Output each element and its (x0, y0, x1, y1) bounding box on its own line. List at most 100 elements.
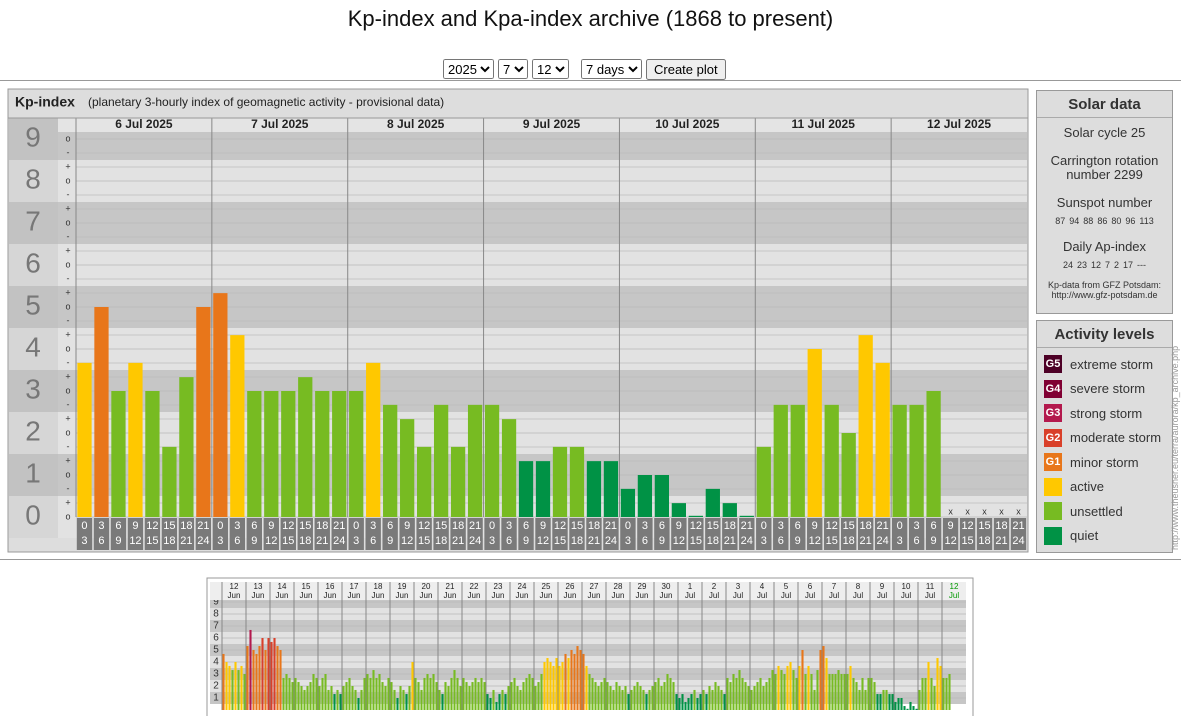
bar (285, 674, 288, 710)
bar (564, 653, 567, 710)
slot-label: 18 (435, 535, 447, 547)
kp-suffix: - (67, 231, 70, 241)
slot-box (297, 518, 313, 550)
slot-label: 12 (554, 520, 566, 532)
bar (714, 682, 717, 710)
bar (637, 475, 653, 517)
slot-label: 15 (961, 535, 973, 547)
level-swatch (1044, 526, 1062, 545)
slot-label: 0 (489, 520, 495, 532)
day-label: 3 (736, 582, 741, 591)
bar (795, 677, 798, 710)
bar (230, 335, 245, 517)
slot-label: 3 (625, 535, 631, 547)
bar (339, 694, 342, 710)
slot-label: 18 (843, 535, 855, 547)
sunspot-title: Sunspot number (1056, 195, 1153, 210)
level-row: G3 strong storm (1037, 401, 1172, 426)
bar (666, 674, 669, 710)
slot-box (280, 518, 296, 550)
bar (249, 629, 252, 710)
bar (567, 658, 570, 710)
bar (894, 701, 897, 710)
kp-suffix: - (67, 483, 70, 493)
bar (609, 686, 612, 710)
bar (807, 665, 810, 710)
bar (927, 662, 930, 710)
bar (417, 446, 432, 517)
axis-band (9, 118, 58, 160)
slot-box (824, 518, 840, 550)
missing-label: x (982, 506, 987, 516)
bar (688, 515, 703, 517)
bar (783, 674, 786, 710)
bar (702, 689, 705, 710)
slot-label: 9 (404, 520, 410, 532)
axis-band (9, 370, 58, 412)
bar (441, 694, 444, 710)
bar (723, 694, 726, 710)
bar (828, 674, 831, 710)
kp-suffix: o (65, 511, 70, 521)
slot-label: 21 (724, 535, 736, 547)
slot-box (942, 518, 959, 550)
y-tick-label: 0 (25, 499, 41, 530)
day-select[interactable]: 12 (532, 59, 569, 79)
bar (921, 677, 924, 710)
bar (708, 686, 711, 710)
year-select[interactable]: 2025 (443, 59, 494, 79)
day-label: Jun (516, 591, 529, 600)
bar (465, 682, 468, 710)
slot-label: 24 (741, 535, 753, 547)
bar (450, 677, 453, 710)
month-select[interactable]: 7 (498, 59, 528, 79)
kp-suffix: - (67, 357, 70, 367)
bar (471, 682, 474, 710)
bar (405, 694, 408, 710)
bar (834, 674, 837, 710)
bar (909, 404, 924, 517)
level-row: unsettled (1037, 499, 1172, 524)
bar (318, 686, 321, 710)
bar (675, 694, 678, 710)
day-label: Jun (492, 591, 505, 600)
missing-label: x (1016, 506, 1021, 516)
day-header (210, 582, 966, 600)
bar (243, 674, 246, 710)
slot-label: 18 (978, 535, 990, 547)
bar (484, 404, 500, 517)
slot-box (195, 518, 212, 550)
bar (94, 307, 109, 517)
kp-suffix: o (65, 301, 70, 311)
bar (435, 682, 438, 710)
chart-subtitle: (planetary 3-hourly index of geomagnetic… (88, 95, 444, 109)
bar (882, 689, 885, 710)
bar (606, 682, 609, 710)
bar (717, 686, 720, 710)
level-row: G2 moderate storm (1037, 426, 1172, 451)
bar (597, 686, 600, 710)
bar (843, 674, 846, 710)
bar (348, 677, 351, 710)
bar (258, 646, 261, 710)
bar (264, 391, 279, 517)
bar (915, 708, 918, 710)
axis-band (9, 286, 58, 328)
create-plot-button[interactable]: Create plot (646, 59, 726, 80)
kp-suffix: + (65, 245, 70, 255)
day-label: 19 (398, 582, 407, 591)
day-label: 13 (254, 582, 263, 591)
bar (345, 682, 348, 710)
slot-label: 9 (251, 535, 257, 547)
range-select[interactable]: 7 days (581, 59, 642, 79)
bar (864, 689, 867, 710)
slot-box (178, 518, 195, 550)
day-label: 24 (518, 582, 527, 591)
slot-box (127, 518, 144, 550)
slot-label: 12 (146, 520, 158, 532)
level-label: active (1070, 479, 1104, 495)
bar (936, 658, 939, 710)
day-label: 2 (712, 582, 717, 591)
slot-label: 12 (418, 520, 430, 532)
bar (807, 349, 822, 517)
